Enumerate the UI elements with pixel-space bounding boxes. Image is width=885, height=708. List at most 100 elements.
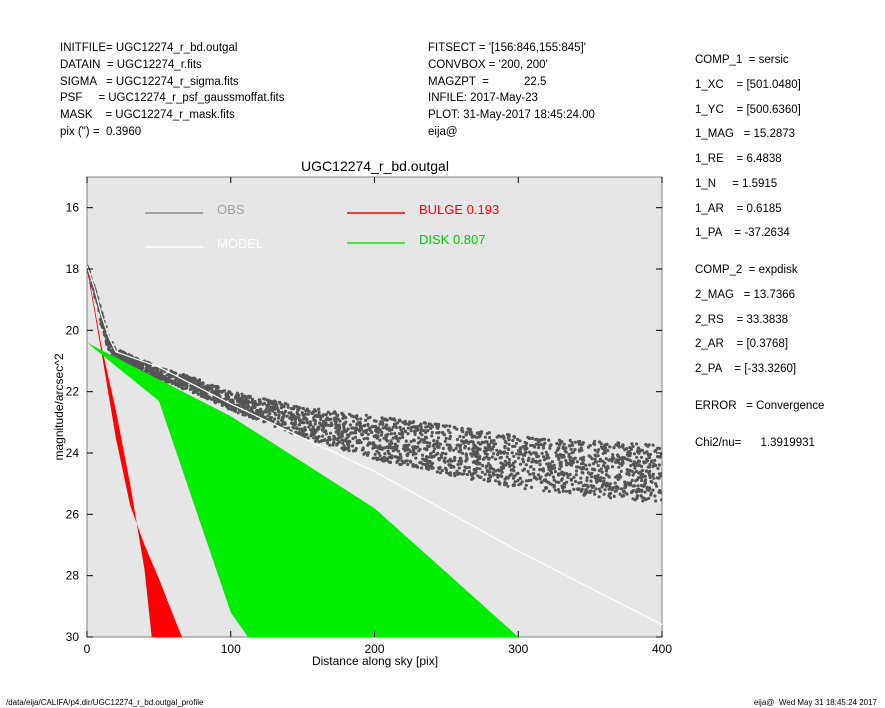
obs-point xyxy=(489,439,493,443)
obs-point xyxy=(188,377,192,381)
obs-point xyxy=(388,460,393,464)
obs-point xyxy=(555,454,559,458)
obs-point xyxy=(183,383,187,387)
obs-point xyxy=(507,433,511,437)
obs-point xyxy=(102,333,107,337)
obs-point xyxy=(378,428,382,432)
header-mid-line: MAGZPT = 22.5 xyxy=(428,75,547,88)
obs-point xyxy=(263,397,267,401)
obs-point xyxy=(512,454,516,458)
obs-point xyxy=(511,483,515,488)
obs-point xyxy=(196,387,200,391)
obs-point xyxy=(529,452,533,456)
obs-point xyxy=(589,479,593,483)
obs-point xyxy=(289,421,294,425)
obs-point xyxy=(554,451,558,455)
obs-point xyxy=(537,454,541,458)
obs-point xyxy=(394,448,398,452)
obs-point xyxy=(250,400,255,404)
obs-point xyxy=(431,466,435,470)
obs-point xyxy=(557,438,562,442)
obs-point xyxy=(457,466,461,470)
obs-point xyxy=(585,467,589,471)
obs-point xyxy=(510,451,514,455)
legend-label: MODEL xyxy=(217,236,263,251)
obs-point xyxy=(180,374,184,378)
obs-point xyxy=(505,455,509,459)
header-left-line: INITFILE= UGC12274_r_bd.outgal xyxy=(60,42,238,54)
obs-point xyxy=(193,386,197,390)
obs-point xyxy=(579,480,583,485)
header-right: COMP_1 = sersic 1_XC = [501.0480] 1_YC = [… xyxy=(695,48,824,455)
obs-point xyxy=(236,395,240,399)
obs-point xyxy=(325,441,330,445)
obs-point xyxy=(528,436,532,440)
obs-point xyxy=(640,448,645,452)
obs-point xyxy=(617,445,622,449)
obs-point xyxy=(420,433,424,437)
obs-point xyxy=(515,452,519,456)
y-tick-label: 26 xyxy=(66,507,80,521)
obs-point xyxy=(328,431,333,435)
obs-point xyxy=(644,443,649,447)
obs-point xyxy=(378,444,382,448)
obs-point xyxy=(631,462,635,466)
obs-point xyxy=(272,402,276,406)
obs-point xyxy=(556,473,561,477)
obs-point xyxy=(518,447,523,451)
obs-point xyxy=(601,483,605,487)
obs-point xyxy=(521,445,525,449)
obs-point xyxy=(385,439,389,443)
obs-point xyxy=(526,469,530,474)
obs-point xyxy=(503,480,507,485)
legend-label: OBS xyxy=(217,202,245,217)
obs-point xyxy=(599,467,603,471)
y-tick-label: 18 xyxy=(66,262,80,276)
obs-point xyxy=(558,467,562,471)
obs-point xyxy=(460,472,464,476)
header-right-line: COMP_2 = expdisk xyxy=(695,264,798,276)
obs-point xyxy=(549,469,553,473)
obs-point xyxy=(478,447,482,451)
obs-point xyxy=(197,378,202,382)
obs-point xyxy=(494,469,498,473)
obs-point xyxy=(407,422,411,426)
obs-point xyxy=(517,456,521,460)
obs-point xyxy=(373,444,377,448)
obs-point xyxy=(499,455,503,460)
obs-point xyxy=(478,434,482,438)
obs-point xyxy=(573,440,578,444)
obs-point xyxy=(570,463,574,467)
obs-point xyxy=(659,472,662,476)
obs-point xyxy=(614,460,618,464)
footer-path: /data/eija/CALIFA/p4.dir/UGC12274_r_bd.o… xyxy=(6,698,204,707)
obs-point xyxy=(207,395,211,399)
obs-point xyxy=(542,489,546,493)
obs-point xyxy=(555,441,559,446)
obs-point xyxy=(648,486,652,490)
obs-point xyxy=(475,435,479,440)
obs-point xyxy=(627,472,631,476)
obs-point xyxy=(342,428,346,432)
obs-point xyxy=(435,470,439,474)
obs-point xyxy=(437,457,441,461)
obs-point xyxy=(632,471,636,475)
obs-point xyxy=(443,424,447,429)
header-right-line: 1_PA = -37.2634 xyxy=(695,227,790,240)
obs-point xyxy=(294,415,298,419)
obs-point xyxy=(408,460,412,464)
obs-point xyxy=(283,401,287,406)
obs-point xyxy=(261,410,265,414)
obs-point xyxy=(382,446,386,450)
obs-point xyxy=(311,425,315,429)
obs-point xyxy=(489,466,493,470)
header-left-line: PSF = UGC12274_r_psf_gaussmoffat.fits xyxy=(60,92,285,105)
obs-point xyxy=(598,489,603,494)
obs-point xyxy=(359,440,363,444)
obs-point xyxy=(292,426,296,430)
obs-point xyxy=(177,378,181,383)
obs-point xyxy=(324,423,328,427)
obs-point xyxy=(602,479,606,483)
obs-point xyxy=(344,447,348,451)
obs-point xyxy=(391,449,395,453)
